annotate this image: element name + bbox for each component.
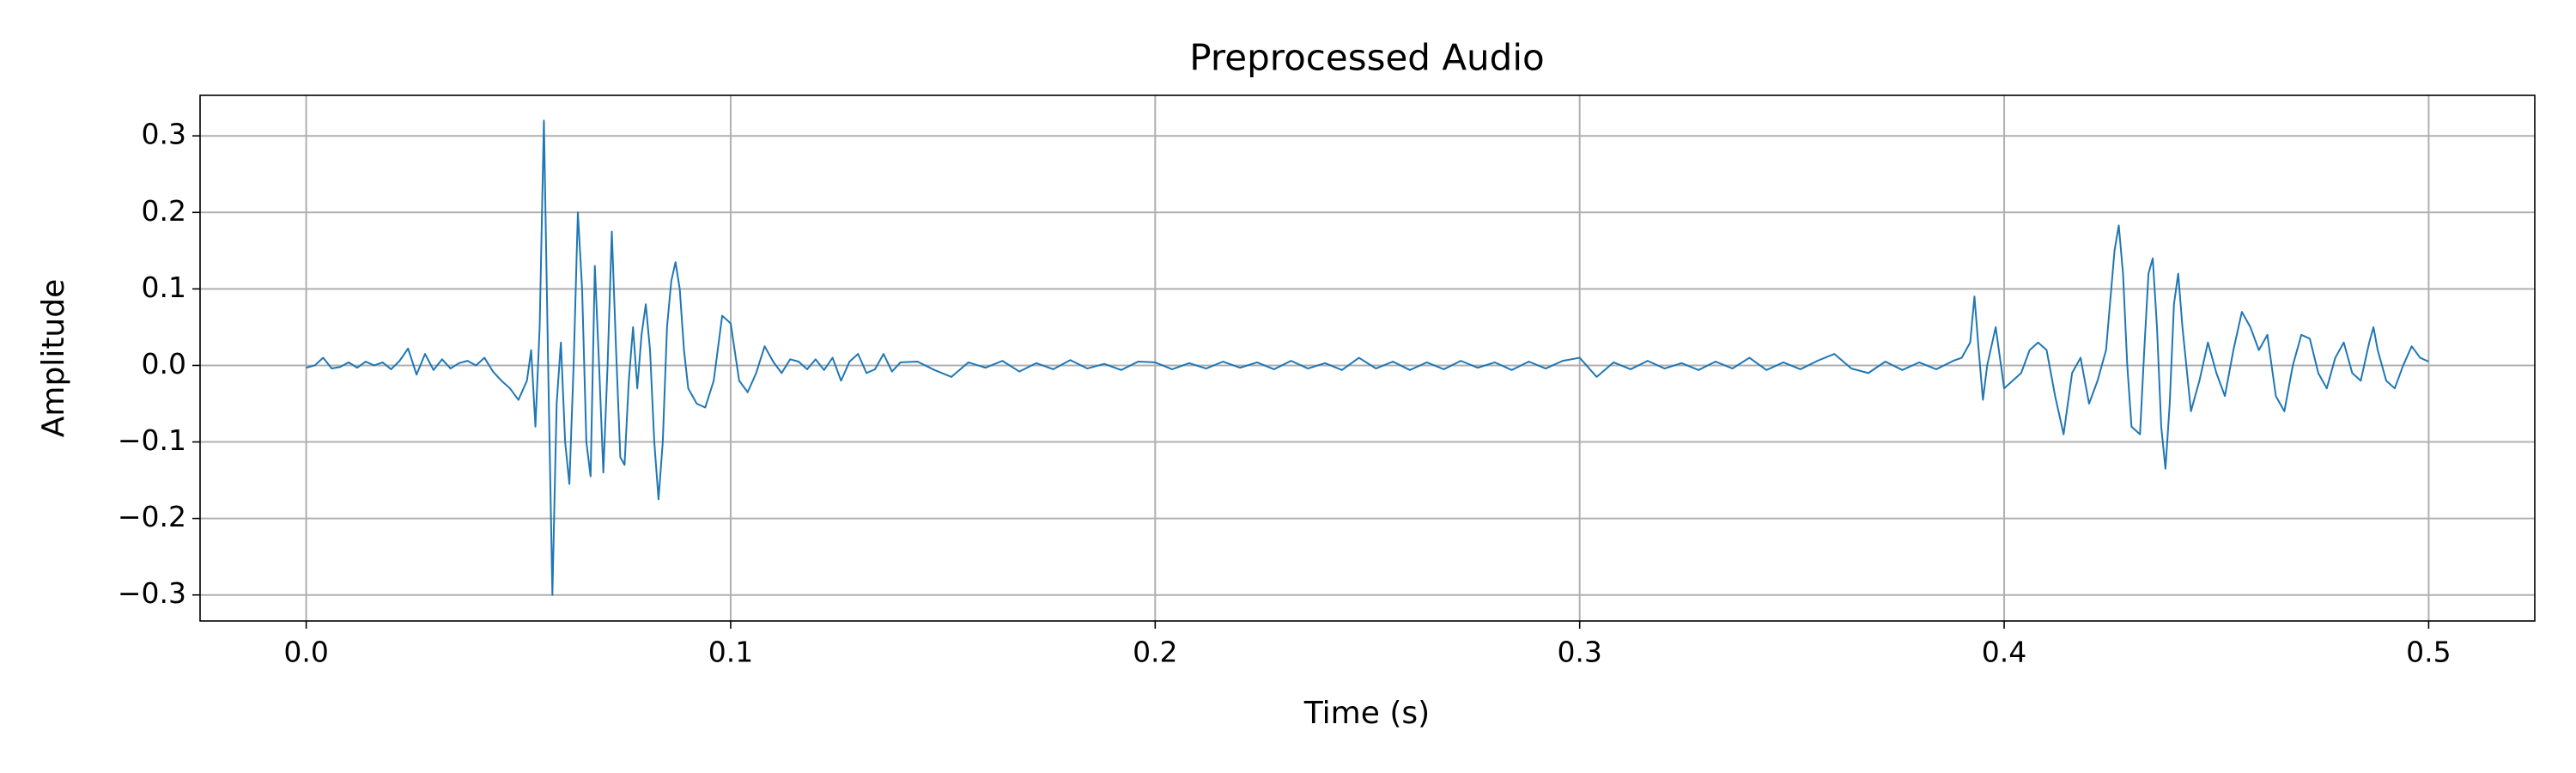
x-tick-label: 0.2 [1133, 636, 1177, 669]
y-tick-label: −0.1 [118, 423, 186, 457]
y-tick-label: 0.2 [142, 194, 186, 228]
x-axis-label: Time (s) [1303, 696, 1430, 731]
x-tick-label: 0.5 [2406, 636, 2451, 669]
x-tick-label: 0.3 [1557, 636, 1601, 669]
y-tick-label: 0.1 [142, 271, 186, 304]
chart-title: Preprocessed Audio [1189, 37, 1544, 79]
y-tick-label: 0.3 [142, 118, 186, 151]
waveform-line [306, 119, 2429, 596]
x-tick-label: 0.1 [708, 636, 753, 669]
y-tick-label: −0.3 [118, 576, 186, 610]
y-tick-label: −0.2 [118, 500, 186, 533]
x-tick-label: 0.4 [1982, 636, 2026, 669]
y-tick-label: 0.0 [142, 347, 186, 380]
y-axis-label: Amplitude [36, 279, 71, 437]
x-tick-label: 0.0 [283, 636, 328, 669]
plot-frame [199, 94, 2536, 622]
